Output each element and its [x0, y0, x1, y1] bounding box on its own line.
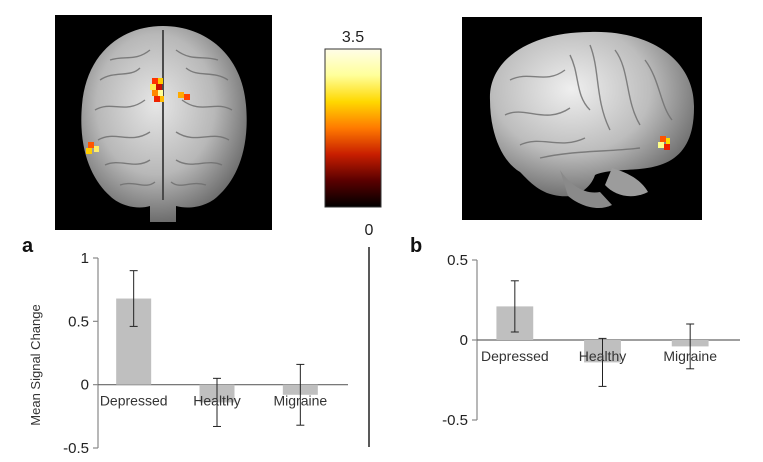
x-category-label: Healthy	[193, 393, 240, 409]
y-tick-label: 1	[81, 250, 89, 267]
panel-label-a: a	[22, 235, 34, 257]
panel-label-b: b	[410, 235, 422, 257]
y-tick-label: 0	[460, 332, 468, 349]
y-tick-label: 0.5	[447, 252, 468, 269]
x-category-label: Healthy	[579, 348, 626, 364]
bar-chart-a: 1 0.5 0 -0.5 Depressed Healthy Migraine Mean Si…	[28, 250, 348, 457]
bar-chart-b: 0.5 0 -0.5 Depressed Healthy Migraine	[442, 252, 740, 429]
y-axis-label: Mean Signal Change	[28, 304, 43, 425]
x-category-label: Migraine	[663, 348, 717, 364]
y-tick-label: -0.5	[63, 440, 89, 457]
x-category-label: Depressed	[481, 348, 549, 364]
y-tick-label: 0.5	[68, 313, 89, 330]
y-tick-label: -0.5	[442, 412, 468, 429]
x-category-label: Migraine	[273, 393, 327, 409]
x-category-label: Depressed	[100, 393, 168, 409]
y-tick-label: 0	[81, 377, 89, 394]
